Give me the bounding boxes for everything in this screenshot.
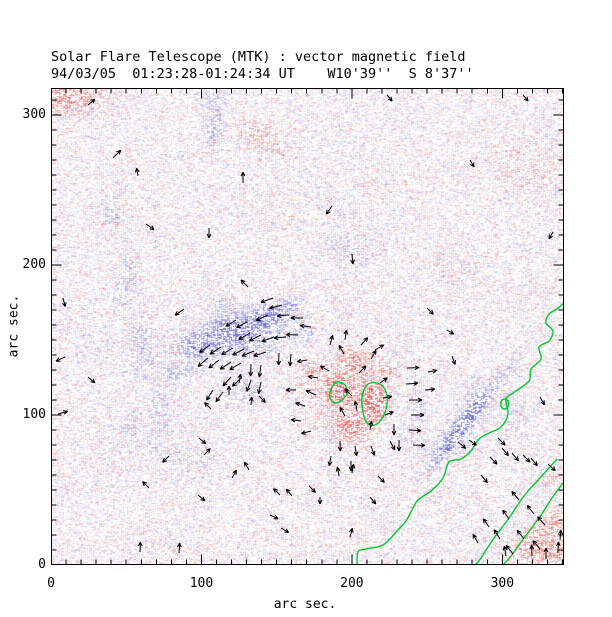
green-contour-line [474,458,558,565]
x-axis-title: arc sec. [273,597,337,612]
x-tick-label-200: 200 [340,576,364,591]
x-tick-label-300: 300 [490,576,515,591]
plot-frame [51,88,564,565]
y-tick-label-0: 0 [38,557,46,572]
axis-ticks [51,88,564,565]
green-contour-line [356,302,564,565]
green-contour-oval [328,381,348,404]
plot-area [51,88,564,565]
green-contour-oval [499,398,510,410]
x-tick-label-100: 100 [189,576,214,591]
magnetic-field-vectors [55,94,563,559]
y-axis-title: arc sec. [6,294,22,358]
y-tick-label-100: 100 [22,407,46,422]
plot-overlay-svg [51,88,564,565]
figure-title: Solar Flare Telescope (MTK) : vector mag… [51,49,466,65]
y-tick-label-200: 200 [22,257,46,272]
x-tick-label-0: 0 [47,576,55,591]
figure-subtitle: 94/03/05 01:23:28-01:24:34 UT W10'39'' S… [51,66,474,82]
green-contour-oval [361,381,388,427]
green-contour-line [502,482,564,565]
y-tick-label-300: 300 [22,107,46,122]
